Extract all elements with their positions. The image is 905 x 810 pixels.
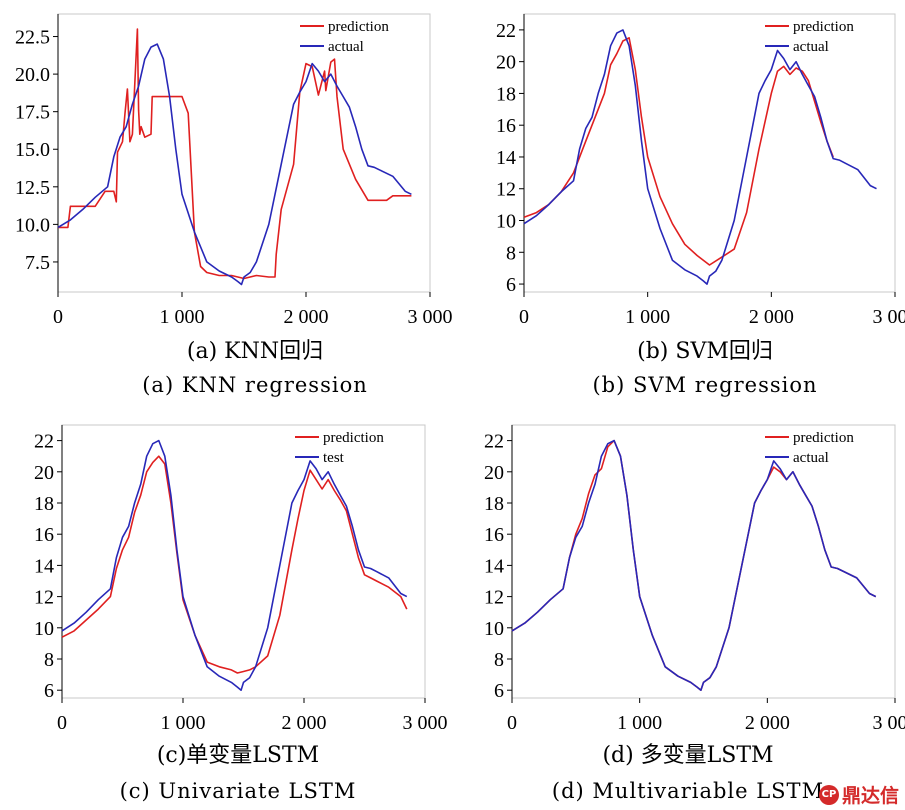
x-tick-label: 1 000	[625, 306, 670, 328]
x-tick-label: 3 000	[408, 306, 453, 328]
series-line-prediction	[58, 28, 412, 280]
caption-zh: (c)单变量LSTM	[157, 743, 319, 768]
y-tick-label: 20	[496, 52, 516, 74]
legend-label: prediction	[793, 19, 854, 35]
watermark-text: 鼎达信	[841, 785, 899, 807]
y-tick-label: 7.5	[25, 252, 50, 274]
y-tick-label: 20	[484, 462, 504, 484]
y-tick-label: 8	[506, 242, 516, 264]
caption-en: (c) Univariate LSTM	[120, 779, 357, 803]
x-tick-label: 2 000	[749, 306, 794, 328]
y-tick-label: 14	[34, 555, 54, 577]
y-tick-label: 17.5	[15, 102, 50, 124]
y-tick-label: 15.0	[15, 139, 50, 161]
series-line-test	[61, 439, 408, 692]
y-tick-label: 12	[496, 179, 516, 201]
series-line-actual	[57, 43, 412, 286]
y-tick-label: 18	[34, 493, 54, 515]
y-tick-label: 10.0	[15, 214, 50, 236]
y-tick-label: 20	[34, 462, 54, 484]
caption-zh: (a) KNN回归	[187, 339, 323, 364]
y-tick-label: 16	[496, 115, 516, 137]
legend-label: prediction	[793, 430, 854, 446]
plot-frame	[523, 13, 896, 293]
x-tick-label: 3 000	[873, 306, 905, 328]
y-tick-label: 6	[506, 274, 516, 296]
y-tick-label: 22	[34, 431, 54, 453]
y-tick-label: 6	[494, 680, 504, 702]
y-tick-label: 16	[34, 524, 54, 546]
y-tick-label: 8	[494, 649, 504, 671]
y-tick-label: 22	[484, 431, 504, 453]
y-tick-label: 10	[496, 211, 516, 233]
y-tick-label: 20.0	[15, 64, 50, 86]
x-tick-label: 2 000	[745, 712, 790, 734]
watermark-logo-icon: CP	[818, 784, 839, 805]
series-line-actual	[511, 439, 877, 692]
y-tick-label: 12	[34, 587, 54, 609]
y-tick-label: 14	[484, 555, 504, 577]
legend-label: actual	[328, 39, 364, 55]
x-tick-label: 1 000	[160, 306, 205, 328]
series-line-prediction	[511, 439, 877, 692]
caption-en: (d) Multivariable LSTM	[552, 779, 824, 803]
panel-a: 7.5 10.0 12.5 15.0 17.5 20.0 22.5 0 1 000 2 000 3 …	[15, 13, 453, 397]
x-tick-label: 2 000	[282, 712, 327, 734]
plot-frame	[57, 13, 431, 293]
caption-en: (a) KNN regression	[142, 373, 368, 397]
y-tick-label: 12.5	[15, 177, 50, 199]
y-tick-label: 6	[44, 680, 54, 702]
series-line-prediction	[523, 36, 834, 266]
y-tick-label: 14	[496, 147, 516, 169]
y-tick-label: 22	[496, 20, 516, 42]
panel-d: 6 8 10 12 14 16 18 20 22 0 1 000 2 000 3 000 predicti…	[484, 424, 905, 803]
legend-label: test	[323, 450, 345, 466]
x-tick-label: 0	[53, 306, 63, 328]
y-tick-label: 22.5	[15, 27, 50, 49]
x-tick-label: 2 000	[284, 306, 329, 328]
x-tick-label: 1 000	[617, 712, 662, 734]
legend-label: prediction	[323, 430, 384, 446]
y-tick-label: 10	[484, 618, 504, 640]
x-tick-label: 0	[507, 712, 517, 734]
legend-label: prediction	[328, 19, 389, 35]
legend-label: actual	[793, 39, 829, 55]
series-line-prediction	[61, 455, 408, 674]
x-tick-label: 3 000	[403, 712, 448, 734]
panel-c: 6 8 10 12 14 16 18 20 22 0 1 000 2 000 3 000 predicti…	[34, 424, 448, 803]
y-tick-label: 8	[44, 649, 54, 671]
x-tick-label: 0	[57, 712, 67, 734]
y-tick-label: 10	[34, 618, 54, 640]
caption-zh: (d) 多变量LSTM	[602, 743, 773, 768]
caption-en: (b) SVM regression	[592, 373, 817, 397]
watermark: CP 鼎达信	[818, 781, 899, 808]
y-tick-label: 16	[484, 524, 504, 546]
legend-label: actual	[793, 450, 829, 466]
x-tick-label: 3 000	[873, 712, 905, 734]
y-tick-label: 12	[484, 587, 504, 609]
y-tick-label: 18	[496, 83, 516, 105]
x-tick-label: 0	[519, 306, 529, 328]
panel-b: 6 8 10 12 14 16 18 20 22 0 1 000 2 000 3 000 predicti…	[496, 13, 905, 397]
caption-zh: (b) SVM回归	[637, 339, 773, 364]
y-tick-label: 18	[484, 493, 504, 515]
series-line-actual	[523, 29, 877, 285]
x-tick-label: 1 000	[161, 712, 206, 734]
